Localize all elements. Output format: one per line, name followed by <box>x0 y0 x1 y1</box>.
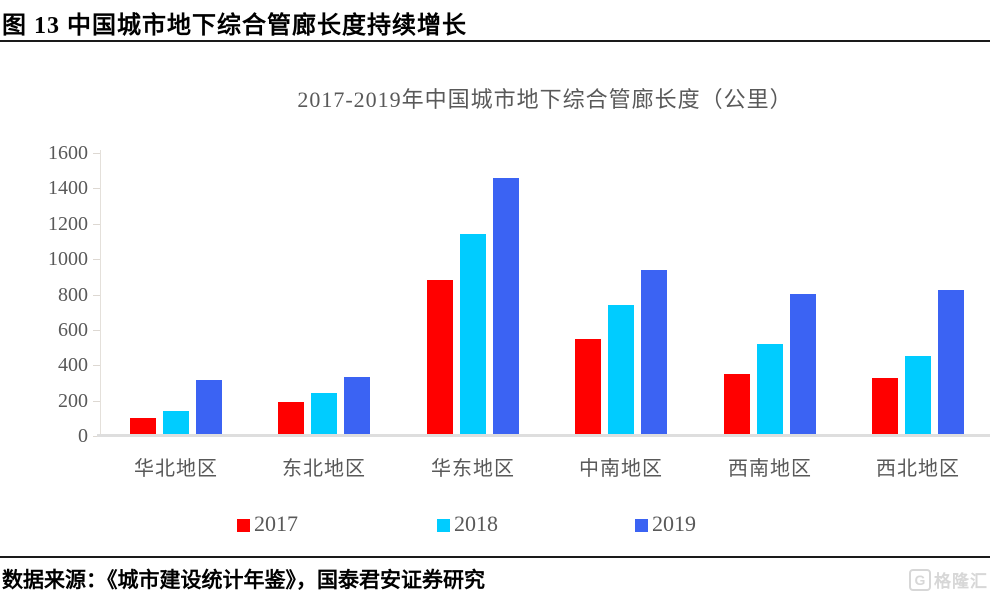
y-tick-label-1200: 1200 <box>48 212 88 235</box>
legend-item-2019: 2019 <box>635 511 696 537</box>
bar-中南地区-2018 <box>608 305 635 436</box>
bar-华东地区-2018 <box>459 234 486 436</box>
legend-label-2018: 2018 <box>454 511 498 536</box>
bar-group-西北地区 <box>872 153 964 436</box>
x-label-xinan: 西南地区 <box>728 458 812 480</box>
bar-group-中南地区 <box>575 153 668 436</box>
y-tick-label-1600: 1600 <box>48 142 88 164</box>
bar-华北地区-2018 <box>163 411 189 436</box>
legend-swatch-2018 <box>437 519 450 532</box>
y-axis-line <box>100 150 101 437</box>
legend-label-2017: 2017 <box>254 511 298 536</box>
legend-swatch-2019 <box>635 519 648 532</box>
y-tick-label-1000: 1000 <box>48 248 88 271</box>
y-tick-mark-1000 <box>93 259 100 261</box>
bar-中南地区-2017 <box>575 339 602 436</box>
bar-东北地区-2017 <box>278 402 305 436</box>
bar-西南地区-2018 <box>756 344 783 436</box>
y-tick-mark-200 <box>93 400 100 402</box>
y-tick-mark-1200 <box>93 223 100 225</box>
bar-group-东北地区 <box>278 153 371 436</box>
legend-item-2017: 2017 <box>237 511 298 537</box>
figure-title: 图 13 中国城市地下综合管廊长度持续增长 <box>2 13 467 39</box>
bar-华东地区-2019 <box>492 178 519 436</box>
bar-华北地区-2019 <box>196 380 222 436</box>
y-tick-label-1400: 1400 <box>48 177 88 200</box>
legend-swatch-2017 <box>237 519 250 532</box>
bar-中南地区-2019 <box>641 270 668 436</box>
bar-group-华北地区 <box>130 153 222 436</box>
header-divider <box>0 40 990 42</box>
y-tick-mark-800 <box>93 294 100 296</box>
legend-label-2019: 2019 <box>652 511 696 536</box>
gelonghui-watermark: G 格隆汇 <box>909 567 988 592</box>
y-tick-label-400: 400 <box>58 354 88 377</box>
x-label-huadong: 华东地区 <box>431 458 515 480</box>
bar-西北地区-2018 <box>905 356 931 436</box>
legend-item-2018: 2018 <box>437 511 498 537</box>
x-axis-line <box>97 434 990 437</box>
bar-西北地区-2017 <box>872 378 898 436</box>
bar-华东地区-2017 <box>426 280 453 436</box>
bar-西北地区-2019 <box>938 290 964 436</box>
y-tick-mark-0 <box>93 436 100 437</box>
y-tick-label-200: 200 <box>58 389 88 412</box>
x-label-huabei: 华北地区 <box>134 458 218 480</box>
data-source-note: 数据来源：《城市建设统计年鉴》，国泰君安证券研究 <box>2 568 485 592</box>
y-tick-mark-1400 <box>93 188 100 190</box>
bar-group-西南地区 <box>723 153 816 436</box>
bar-东北地区-2018 <box>311 393 338 436</box>
x-label-zhongnan: 中南地区 <box>579 458 663 480</box>
chart-title: 2017-2019年中国城市地下综合管廊长度（公里） <box>297 87 793 112</box>
y-tick-mark-1600 <box>93 153 100 154</box>
y-tick-mark-400 <box>93 365 100 367</box>
bar-东北地区-2019 <box>344 377 371 436</box>
x-label-dongbei: 东北地区 <box>282 458 366 480</box>
y-tick-label-0: 0 <box>78 425 88 447</box>
y-tick-mark-600 <box>93 329 100 331</box>
bar-华北地区-2017 <box>130 418 156 436</box>
y-tick-label-600: 600 <box>58 318 88 341</box>
y-tick-label-800: 800 <box>58 283 88 306</box>
gelonghui-logo-icon: G <box>909 568 931 591</box>
footer-divider <box>0 556 990 558</box>
bar-西南地区-2017 <box>723 374 750 436</box>
x-label-xibei: 西北地区 <box>876 458 960 480</box>
bar-group-华东地区 <box>426 153 519 436</box>
gelonghui-logo-text: 格隆汇 <box>934 572 988 591</box>
bar-西南地区-2019 <box>789 294 816 436</box>
